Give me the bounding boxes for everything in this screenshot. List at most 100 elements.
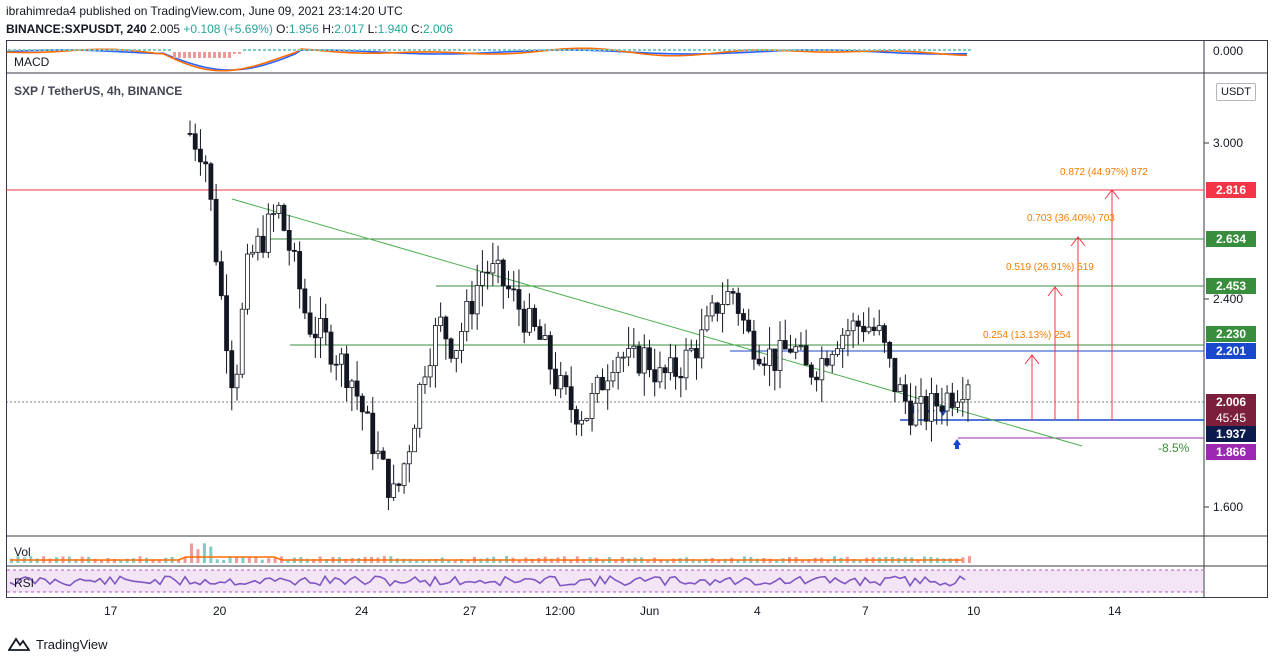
volume-bar [601,559,605,563]
macd-histogram-bar [148,49,151,51]
currency-button[interactable]: USDT [1216,83,1256,101]
price-tag-2634: 2.634 [1206,231,1256,247]
candle-down [923,396,929,422]
macd-histogram-bar [243,49,246,51]
macd-histogram-bar [23,49,26,51]
candle-down [365,411,370,414]
macd-histogram-bar [558,49,561,51]
macd-histogram-bar [693,49,696,51]
macd-histogram-bar [853,49,856,51]
macd-histogram-bar [253,49,256,51]
volume-bar [775,559,779,563]
macd-histogram-bar [483,49,486,51]
macd-histogram-bar [828,49,831,51]
candle-up [944,392,950,412]
time-label: 7 [862,604,869,618]
macd-histogram-bar [698,49,701,51]
change-value: +0.108 (+5.69%) [183,22,273,36]
volume-bar [800,559,804,563]
volume-bar [968,556,971,563]
candle-down [662,367,668,374]
volume-bar [202,543,206,563]
stop-pct-label: -8.5% [1158,441,1190,455]
candle-up [918,396,924,404]
currency-button-label: USDT [1221,86,1251,98]
symbol-line: BINANCE:SXPUSDT, 240 2.005 +0.108 (+5.69… [6,22,453,36]
volume-bar [479,558,483,563]
tradingview-logo[interactable]: TradingView [8,636,108,652]
candle-up [960,398,966,403]
macd-histogram-bar [568,49,571,51]
open-value: 1.956 [288,22,319,36]
last-price-tag: 2.006 [1206,394,1256,410]
candle-down [652,369,658,383]
price-tick-3000: 3.000 [1213,136,1244,150]
macd-histogram-bar [743,49,746,51]
macd-histogram-bar [293,49,296,51]
macd-histogram-bar [818,49,821,51]
macd-label: MACD [14,55,50,69]
volume-ma-line [10,556,962,561]
macd-histogram-bar [33,49,36,51]
candle-countdown: 45:45 [1206,410,1256,426]
macd-histogram-bar [533,49,536,51]
macd-histogram-bar [488,49,491,51]
macd-histogram-bar [123,49,126,51]
macd-histogram-bar [428,49,431,51]
candle-up [929,393,934,422]
candle-up [318,318,323,339]
volume-bar [151,559,155,563]
macd-histogram-bar [873,49,876,51]
candle-down [281,204,287,231]
volume-bar [273,557,277,563]
candle-down [198,148,203,163]
candle-down [887,341,893,359]
macd-histogram-bar [38,49,41,51]
macd-histogram-bar [238,52,241,54]
macd-histogram-bar [493,49,496,51]
macd-histogram-bar [808,49,811,51]
macd-histogram-bar [8,49,11,51]
candle-up [840,334,846,350]
candle-down [573,409,579,425]
candle-down [485,271,491,274]
macd-histogram-bar [448,49,451,51]
volume-bar [235,557,239,563]
macd-histogram-bar [133,49,136,51]
volume-bar [582,559,586,563]
macd-histogram-bar [18,49,21,51]
fib-label-703: 0.703 (36.40%) 703 [1027,213,1115,224]
candle-down [908,400,913,426]
candle-up [626,348,632,358]
candle-up [767,348,772,366]
macd-histogram-bar [498,49,501,51]
candle-up [725,291,731,305]
macd-histogram-bar [118,49,121,51]
macd-histogram-bar [313,49,316,51]
volume-bar [74,559,78,563]
macd-histogram-bar [918,49,921,51]
candle-down [892,357,898,393]
candle-down [772,348,778,371]
macd-histogram-bar [388,49,391,51]
volume-bar [659,559,663,563]
macd-histogram-bar [868,49,871,51]
candle-up [339,353,344,365]
candle-up [349,380,355,389]
target-arrows [1024,189,1120,420]
macd-histogram-bar [883,49,886,51]
macd-histogram-bar [618,49,621,51]
symbol-name[interactable]: BINANCE:SXPUSDT, 240 [6,22,147,36]
macd-histogram-bar [268,49,271,51]
candle-down [380,450,386,460]
macd-histogram-bar [798,49,801,51]
macd-histogram-bar [108,49,111,51]
candle-up [965,384,971,400]
candle-down [443,316,449,340]
macd-histogram-bar [173,52,176,58]
price-axis-ticks [1204,142,1209,508]
candle-down [323,318,329,333]
signal-markers [911,406,961,449]
volume-bar [222,559,226,563]
